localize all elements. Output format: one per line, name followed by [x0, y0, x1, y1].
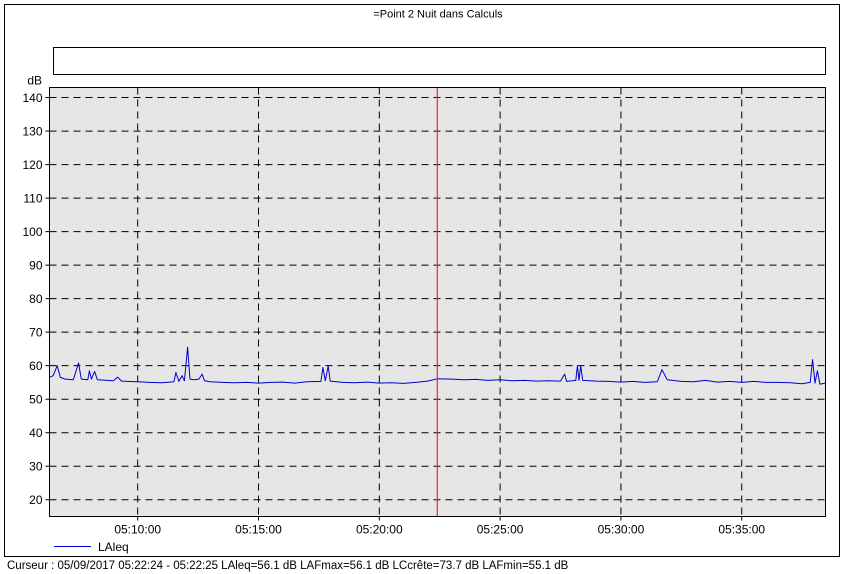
annotation-box — [53, 47, 826, 75]
y-tick-label: 100 — [22, 225, 42, 239]
plot-border — [49, 87, 826, 517]
chart-title: =Point 2 Nuit dans Calculs — [373, 9, 503, 21]
series-layer — [49, 346, 826, 385]
x-tick-label: 05:20:00 — [356, 523, 403, 537]
x-tick-label: 05:30:00 — [598, 523, 645, 537]
y-tick-label: 60 — [29, 359, 43, 373]
y-tick-label: 120 — [22, 158, 42, 172]
y-axis: 20 30 40 50 60 70 80 90 100 110 120 130 140 — [22, 91, 50, 507]
y-tick-label: 110 — [23, 192, 42, 206]
legend-label-laleq: LAleq — [98, 540, 129, 554]
y-tick-label: 50 — [29, 393, 43, 407]
y-tick-label: 130 — [22, 125, 42, 139]
y-tick-label: 30 — [29, 460, 43, 474]
x-axis: 05:10:00 05:15:00 05:20:00 05:25:00 05:30:00… — [114, 516, 765, 537]
y-tick-label: 40 — [29, 426, 43, 440]
series-line-laleq — [49, 346, 826, 385]
x-tick-label: 05:35:00 — [718, 523, 765, 537]
y-tick-label: 20 — [29, 493, 43, 507]
y-tick-label: 140 — [22, 91, 42, 105]
y-axis-label: dB — [27, 74, 42, 88]
x-tick-label: 05:25:00 — [477, 523, 524, 537]
y-tick-label: 90 — [29, 259, 43, 273]
legend: LAleq — [54, 540, 129, 554]
y-tick-label: 70 — [29, 326, 43, 340]
y-tick-label: 80 — [29, 292, 43, 306]
cursor-readout: Curseur : 05/09/2017 05:22:24 - 05:22:25… — [7, 560, 569, 572]
x-tick-label: 05:15:00 — [235, 523, 282, 537]
x-tick-label: 05:10:00 — [114, 523, 161, 537]
